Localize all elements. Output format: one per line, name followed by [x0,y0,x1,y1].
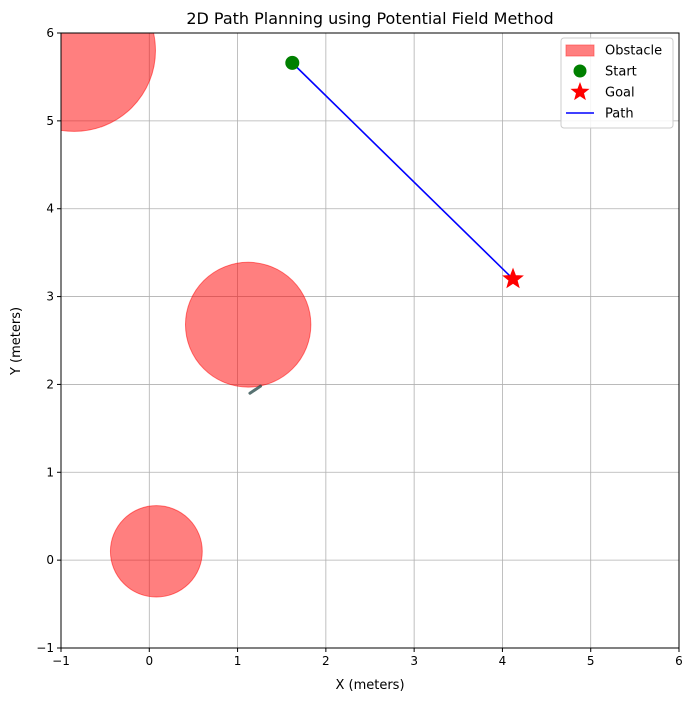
legend-label: Obstacle [605,44,662,59]
x-tick-label: 4 [499,654,507,668]
legend-label: Goal [605,86,635,101]
x-tick-label: 2 [322,654,330,668]
x-tick-label: 5 [587,654,595,668]
x-tick-label: 1 [234,654,242,668]
chart-title: 2D Path Planning using Potential Field M… [186,9,553,28]
legend-box [560,37,674,129]
y-tick-label: 4 [46,202,54,216]
obstacle-circle [109,505,203,598]
y-tick-label: 5 [46,114,54,128]
legend-goal-swatch [570,82,590,101]
obstacle-circle [184,261,312,388]
legend-label: Start [605,65,637,80]
x-tick-label: 6 [675,654,683,668]
y-tick-label: 2 [46,377,54,391]
y-tick-label: 0 [46,553,54,567]
field-arrow [248,384,263,395]
legend-obstacle-swatch [565,44,595,57]
legend: Obstacle Start Goal Path [560,37,674,129]
grid [60,32,680,649]
y-tick-label: 1 [46,465,54,479]
y-axis-label: Y (meters) [9,307,24,376]
legend-start-swatch [573,64,587,78]
axes-frame [60,32,680,649]
ticks: −1 0 1 2 3 4 5 6 −1 0 1 2 3 4 5 6 [36,26,683,668]
goal-marker [502,267,524,289]
y-tick-label: 3 [46,290,54,304]
path-line [291,62,514,280]
path-layer [248,62,514,395]
start-marker [285,55,300,70]
legend-label: Path [605,107,634,122]
markers [285,55,524,289]
x-tick-label: 0 [145,654,153,668]
x-tick-label: 3 [410,654,418,668]
obstacle-circle [61,33,156,132]
x-axis-label: X (meters) [335,678,404,693]
obstacles [61,33,312,598]
y-tick-label: −1 [36,641,54,655]
x-tick-label: −1 [52,654,70,668]
y-tick-label: 6 [46,26,54,40]
